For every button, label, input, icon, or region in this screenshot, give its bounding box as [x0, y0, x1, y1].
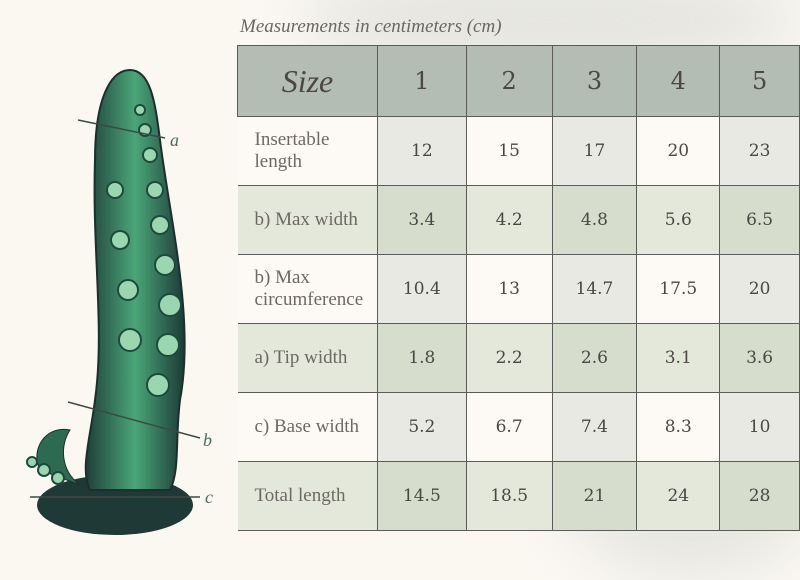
header-size-1: 1 [376, 45, 467, 117]
table-cell: 13 [465, 254, 553, 324]
table-cell: 17 [551, 116, 638, 186]
product-illustration: a b c [26, 68, 213, 535]
table-row: c) Base width 5.2 6.7 7.4 8.3 10 [237, 392, 800, 462]
table-cell: 10 [719, 392, 800, 462]
table-cell: 6.7 [465, 392, 553, 462]
header-size-4: 4 [636, 45, 721, 117]
row-label: b) Max circumference [237, 254, 378, 324]
table-cell: 3.6 [719, 323, 800, 393]
row-label: b) Max width [237, 185, 378, 255]
table-cell: 20 [719, 254, 800, 324]
table-cell: 6.5 [719, 185, 800, 255]
table-cell: 14.7 [551, 254, 638, 324]
measurement-caption: Measurements in centimeters (cm) [240, 16, 502, 37]
marker-line-a [77, 119, 166, 139]
table-row: b) Max circumference 10.4 13 14.7 17.5 20 [237, 254, 800, 324]
table-cell: 20 [636, 116, 721, 186]
table-cell: 4.8 [551, 185, 638, 255]
header-size-5: 5 [719, 45, 800, 117]
table-cell: 18.5 [465, 461, 553, 531]
table-cell: 3.1 [636, 323, 721, 393]
marker-label-c: c [205, 487, 213, 507]
table-row: Total length 14.5 18.5 21 24 28 [237, 461, 800, 531]
table-cell: 4.2 [465, 185, 553, 255]
header-size: Size [237, 45, 378, 117]
header-row: Size 1 2 3 4 5 [237, 45, 800, 117]
table-cell: 12 [376, 116, 467, 186]
size-table: Size 1 2 3 4 5 Insertable length 12 15 17 20… [237, 45, 800, 531]
table-cell: 8.3 [636, 392, 721, 462]
table-cell: 5.2 [376, 392, 467, 462]
table-row: b) Max width 3.4 4.2 4.8 5.6 6.5 [237, 185, 800, 255]
row-label: a) Tip width [237, 323, 378, 393]
row-label: Insertable length [237, 116, 378, 186]
table-cell: 17.5 [636, 254, 721, 324]
table-cell: 5.6 [636, 185, 721, 255]
table-cell: 3.4 [376, 185, 467, 255]
table-cell: 24 [636, 461, 721, 531]
table-cell: 28 [719, 461, 800, 531]
marker-label-b: b [203, 430, 212, 450]
table-cell: 7.4 [551, 392, 638, 462]
row-label: c) Base width [237, 392, 378, 462]
table-row: a) Tip width 1.8 2.2 2.6 3.1 3.6 [237, 323, 800, 393]
table-row: Insertable length 12 15 17 20 23 [237, 116, 800, 186]
table-cell: 2.2 [465, 323, 553, 393]
table-cell: 23 [719, 116, 800, 186]
table-cell: 15 [465, 116, 553, 186]
header-size-3: 3 [551, 45, 638, 117]
table-cell: 1.8 [376, 323, 467, 393]
row-label: Total length [237, 461, 378, 531]
table-cell: 2.6 [551, 323, 638, 393]
suckers [26, 104, 182, 485]
marker-line-b [67, 401, 201, 439]
header-size-2: 2 [465, 45, 553, 117]
marker-label-a: a [170, 130, 179, 150]
table-cell: 10.4 [376, 254, 467, 324]
table-cell: 14.5 [376, 461, 467, 531]
table-cell: 21 [551, 461, 638, 531]
